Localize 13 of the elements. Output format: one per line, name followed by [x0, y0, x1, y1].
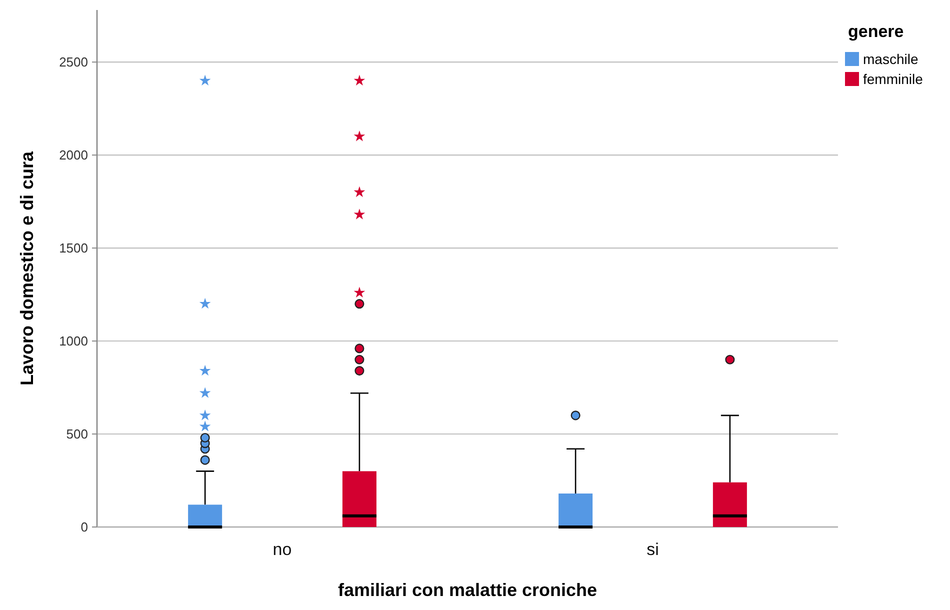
x-tick-label: no [272, 540, 292, 559]
y-tick-label: 2000 [59, 148, 88, 163]
y-tick-label: 2500 [59, 54, 88, 70]
x-axis-title: familiari con malattie croniche [338, 580, 598, 600]
y-tick-label: 0 [80, 520, 88, 535]
legend-label: femminile [863, 70, 924, 87]
y-tick-label: 1500 [59, 240, 88, 256]
legend-label: maschile [863, 50, 918, 67]
y-axis-title: Lavoro domestico e di cura [17, 150, 37, 386]
x-tick-label: si [646, 540, 659, 559]
y-tick-label: 500 [66, 426, 88, 442]
legend-title: genere [848, 22, 904, 41]
y-tick-label: 1000 [59, 334, 88, 349]
